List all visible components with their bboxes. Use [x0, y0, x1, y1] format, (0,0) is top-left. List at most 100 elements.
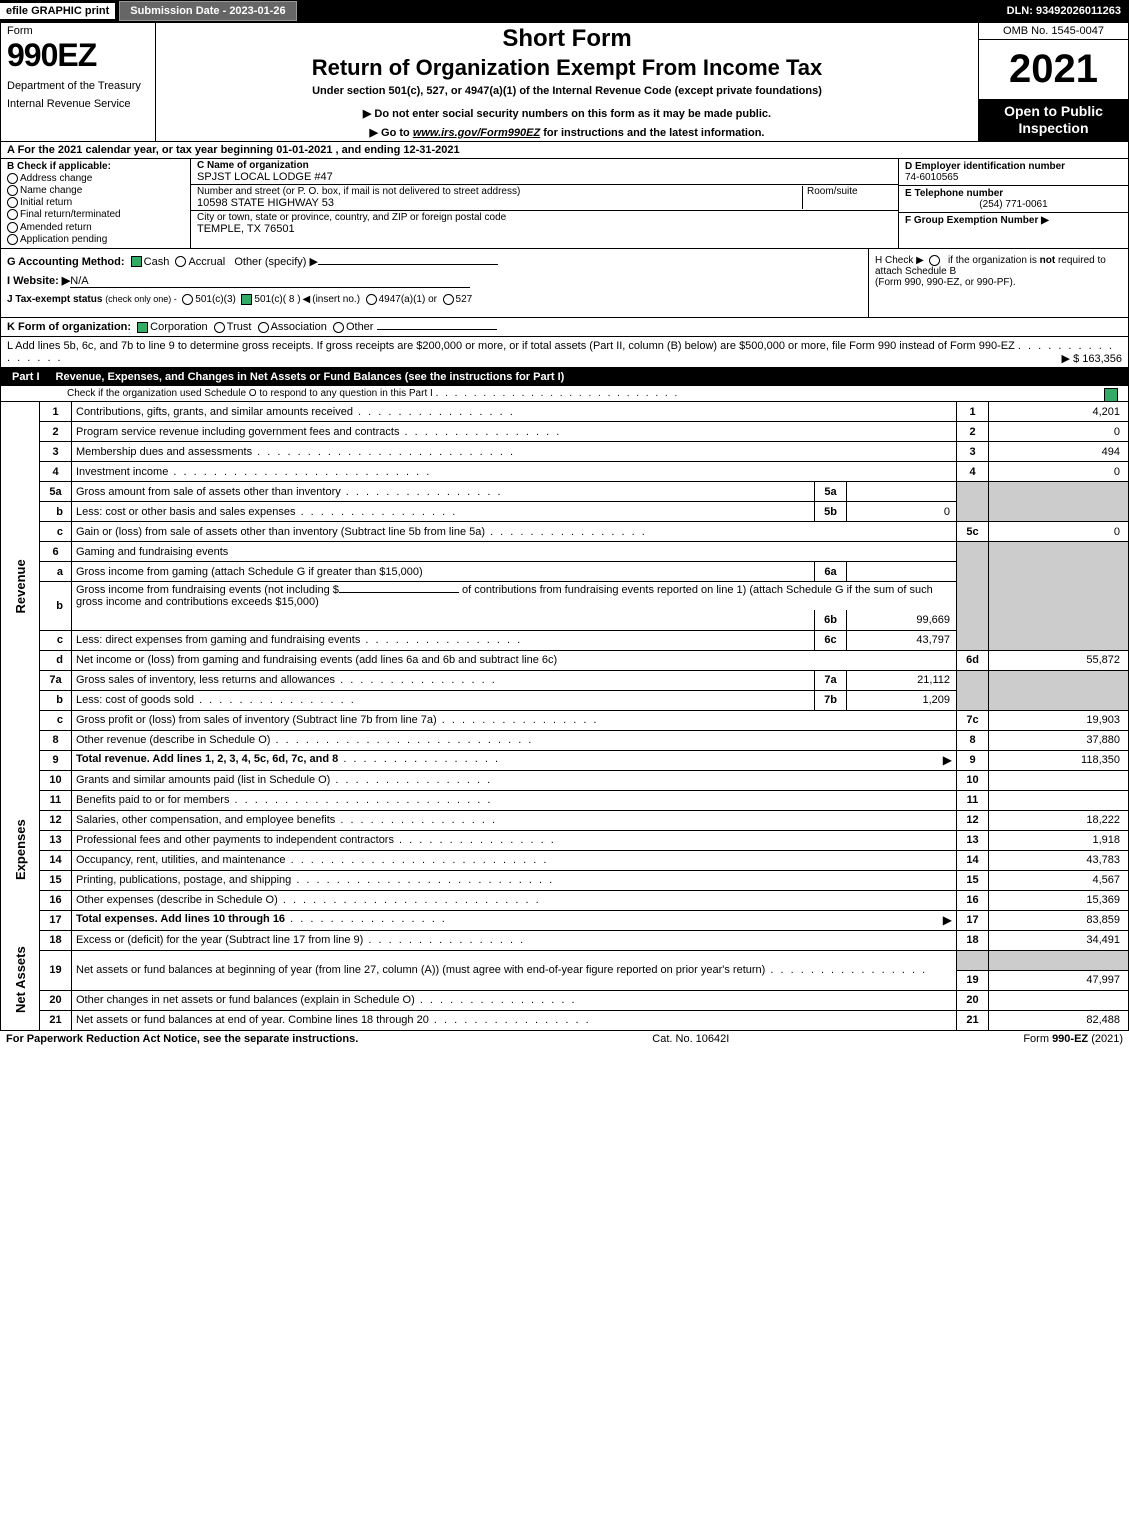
amt-9: 118,350 — [989, 750, 1129, 770]
cb-schedule-o[interactable] — [1104, 388, 1118, 402]
cb-501c3[interactable] — [182, 294, 193, 305]
line-l: L Add lines 5b, 6c, and 7b to line 9 to … — [0, 337, 1129, 368]
line-1: Revenue 1 Contributions, gifts, grants, … — [1, 402, 1129, 422]
h-not: not — [1040, 255, 1056, 266]
amt-3: 494 — [989, 442, 1129, 462]
no-ssn-note: ▶ Do not enter social security numbers o… — [164, 107, 970, 120]
group-label: F Group Exemption Number ▶ — [905, 215, 1122, 226]
line-15: 15 Printing, publications, postage, and … — [1, 870, 1129, 890]
part-1-table: Revenue 1 Contributions, gifts, grants, … — [0, 402, 1129, 1031]
footer-right: Form 990-EZ (2021) — [1023, 1033, 1123, 1045]
cb-cash[interactable] — [131, 256, 142, 267]
amt-1: 4,201 — [989, 402, 1129, 422]
header-middle: Short Form Return of Organization Exempt… — [156, 23, 978, 141]
goto-post: for instructions and the latest informat… — [540, 127, 764, 139]
netassets-label: Net Assets — [1, 930, 40, 1030]
cb-address-change[interactable]: Address change — [7, 173, 184, 184]
amt-21: 82,488 — [989, 1010, 1129, 1030]
cb-accrual[interactable] — [175, 256, 186, 267]
c-name-cell: C Name of organization SPJST LOCAL LODGE… — [191, 159, 898, 185]
j-label: J Tax-exempt status — [7, 294, 102, 305]
b-header: B Check if applicable: — [7, 161, 184, 172]
header-right: OMB No. 1545-0047 2021 Open to Public In… — [978, 23, 1128, 141]
tel-value: (254) 771-0061 — [905, 199, 1122, 210]
section-g-h: G Accounting Method: Cash Accrual Other … — [0, 249, 1129, 318]
short-form-title: Short Form — [164, 25, 970, 53]
org-city: TEMPLE, TX 76501 — [197, 223, 892, 235]
cb-527[interactable] — [443, 294, 454, 305]
d-tel: E Telephone number (254) 771-0061 — [899, 186, 1128, 213]
amt-18: 34,491 — [989, 930, 1129, 950]
line-9: 9 Total revenue. Add lines 1, 2, 3, 4, 5… — [1, 750, 1129, 770]
open-inspection: Open to Public Inspection — [979, 99, 1128, 141]
line-12: 12 Salaries, other compensation, and emp… — [1, 810, 1129, 830]
cb-application-pending[interactable]: Application pending — [7, 234, 184, 245]
website-value: N/A — [70, 275, 470, 288]
cb-initial-return[interactable]: Initial return — [7, 197, 184, 208]
line-6: 6 Gaming and fundraising events — [1, 542, 1129, 562]
line-5c: c Gain or (loss) from sale of assets oth… — [1, 522, 1129, 542]
d-group: F Group Exemption Number ▶ — [899, 213, 1128, 248]
dept-treasury: Department of the Treasury — [7, 80, 149, 92]
amt-15: 4,567 — [989, 870, 1129, 890]
part-1-header: Part I Revenue, Expenses, and Changes in… — [0, 368, 1129, 386]
revenue-label: Revenue — [1, 402, 40, 771]
l-amount: ▶ $ 163,356 — [1062, 352, 1122, 365]
amt-10 — [989, 770, 1129, 790]
g-other-line[interactable] — [318, 264, 498, 265]
line-21: 21 Net assets or fund balances at end of… — [1, 1010, 1129, 1030]
part-1-title: Revenue, Expenses, and Changes in Net As… — [56, 371, 1123, 383]
goto-pre: ▶ Go to — [370, 127, 413, 139]
amt-8: 37,880 — [989, 730, 1129, 750]
l-text: L Add lines 5b, 6c, and 7b to line 9 to … — [7, 340, 1015, 352]
cb-4947[interactable] — [366, 294, 377, 305]
cb-amended-return[interactable]: Amended return — [7, 222, 184, 233]
amt-13: 1,918 — [989, 830, 1129, 850]
amt-17: 83,859 — [989, 910, 1129, 930]
expenses-label: Expenses — [1, 770, 40, 930]
cb-trust[interactable] — [214, 322, 225, 333]
line-6d: d Net income or (loss) from gaming and f… — [1, 650, 1129, 670]
sub-5a — [847, 482, 957, 502]
goto-note: ▶ Go to www.irs.gov/Form990EZ for instru… — [164, 126, 970, 139]
header-left: Form 990EZ Department of the Treasury In… — [1, 23, 156, 141]
cb-assoc[interactable] — [258, 322, 269, 333]
h-text2: if the organization is — [948, 255, 1040, 266]
i-website: I Website: ▶N/A — [7, 274, 862, 288]
d-ein: D Employer identification number 74-6010… — [899, 159, 1128, 186]
cb-h[interactable] — [929, 255, 940, 266]
column-c: C Name of organization SPJST LOCAL LODGE… — [191, 159, 898, 248]
amt-5c: 0 — [989, 522, 1129, 542]
sub-7b: 1,209 — [847, 690, 957, 710]
return-title: Return of Organization Exempt From Incom… — [164, 55, 970, 81]
amt-7c: 19,903 — [989, 710, 1129, 730]
g-label: G Accounting Method: — [7, 256, 125, 268]
cb-corp[interactable] — [137, 322, 148, 333]
k-other-line[interactable] — [377, 329, 497, 330]
line-13: 13 Professional fees and other payments … — [1, 830, 1129, 850]
dln-label: DLN: 93492026011263 — [1007, 5, 1129, 17]
efile-label: efile GRAPHIC print — [0, 3, 115, 19]
form-header: Form 990EZ Department of the Treasury In… — [0, 22, 1129, 142]
line-19-text: 19 Net assets or fund balances at beginn… — [1, 950, 1129, 970]
line-14: 14 Occupancy, rent, utilities, and maint… — [1, 850, 1129, 870]
line-a: A For the 2021 calendar year, or tax yea… — [0, 142, 1129, 159]
sub-5b: 0 — [847, 502, 957, 522]
cb-final-return[interactable]: Final return/terminated — [7, 209, 184, 220]
line-4: 4 Investment income 4 0 — [1, 462, 1129, 482]
sub-6b: 99,669 — [847, 610, 957, 630]
goto-link[interactable]: www.irs.gov/Form990EZ — [413, 127, 540, 139]
cb-other[interactable] — [333, 322, 344, 333]
room-suite: Room/suite — [802, 186, 892, 209]
amt-4: 0 — [989, 462, 1129, 482]
cb-501c[interactable] — [241, 294, 252, 305]
top-bar: efile GRAPHIC print Submission Date - 20… — [0, 0, 1129, 22]
part-1-check: Check if the organization used Schedule … — [0, 386, 1129, 402]
column-h: H Check ▶ if the organization is not req… — [868, 249, 1128, 317]
omb-number: OMB No. 1545-0047 — [979, 23, 1128, 40]
amt-19: 47,997 — [989, 970, 1129, 990]
footer-mid: Cat. No. 10642I — [358, 1033, 1023, 1045]
cb-name-change[interactable]: Name change — [7, 185, 184, 196]
i-label: I Website: ▶ — [7, 275, 70, 287]
line-10: Expenses 10 Grants and similar amounts p… — [1, 770, 1129, 790]
